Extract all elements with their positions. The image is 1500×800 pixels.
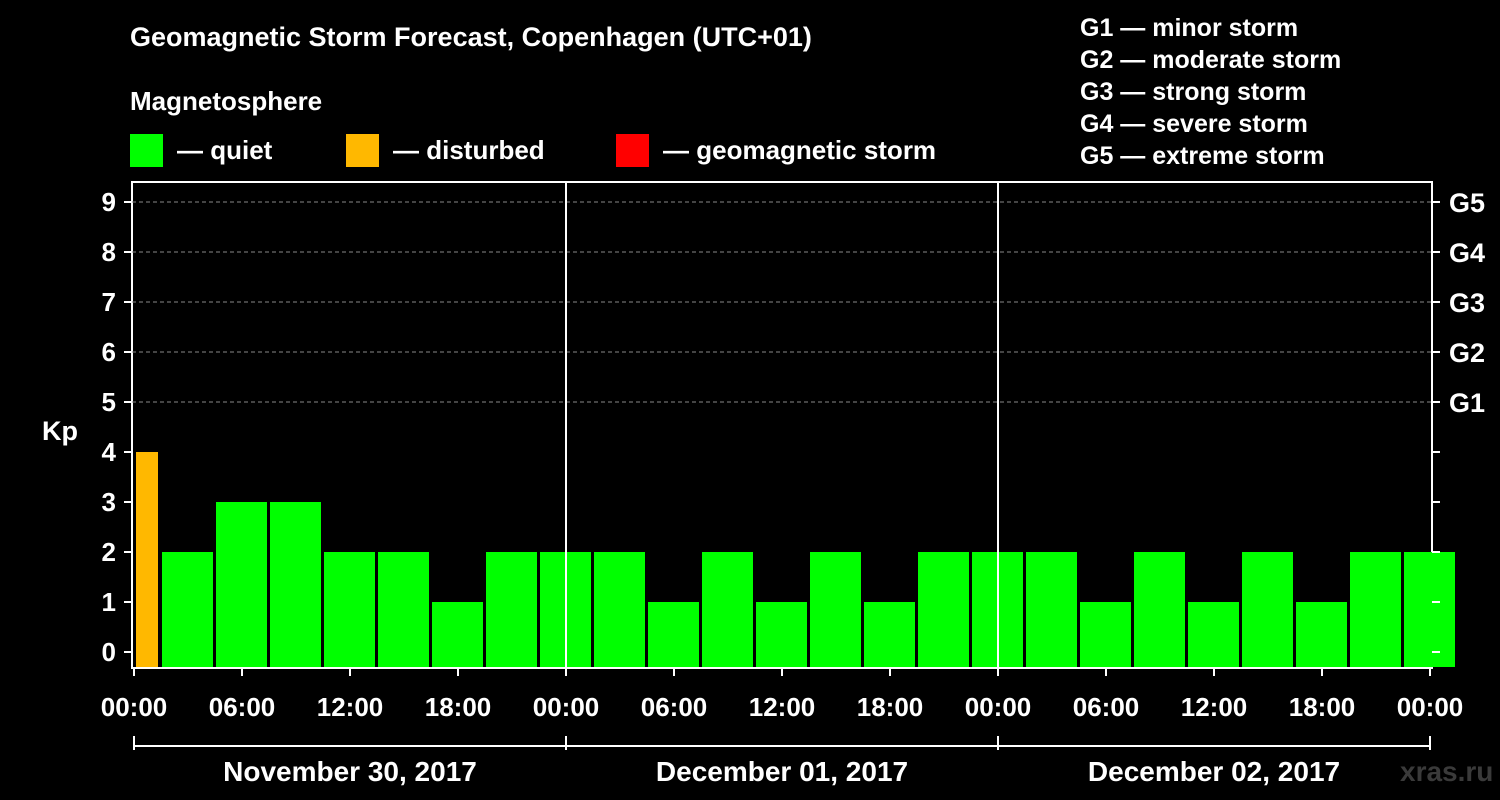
x-tick-label: 00:00 [1397,692,1464,722]
x-tick-label: 00:00 [101,692,168,722]
g-level-label: G3 [1449,288,1485,318]
g-level-label: G5 [1449,188,1485,218]
legend-disturbed: — disturbed [346,133,545,167]
g-level-label: G1 [1449,388,1485,418]
y-tick-label: 7 [102,287,116,317]
kp-bar [648,602,699,667]
kp-bar [756,602,807,667]
day-label: December 01, 2017 [656,756,908,787]
kp-bar [1026,552,1077,667]
y-tick-label: 3 [102,487,116,517]
kp-bar [1080,602,1131,667]
g-scale-item: G2 — moderate storm [1080,46,1342,74]
kp-bar [1350,552,1401,667]
y-tick-label: 9 [102,187,116,217]
legend-storm: — geomagnetic storm [616,133,937,167]
legend-heading: Magnetosphere [130,86,323,116]
y-tick-label: 2 [102,537,116,567]
x-tick-label: 06:00 [641,692,708,722]
x-tick-label: 06:00 [209,692,276,722]
x-tick-label: 00:00 [965,692,1032,722]
kp-bar [486,552,537,667]
storm-swatch [616,133,649,167]
kp-bar [162,552,213,667]
y-axis-label: Kp [42,416,78,446]
kp-bar [1404,552,1455,667]
g-level-label: G2 [1449,338,1485,368]
g-scale-item: G1 — minor storm [1080,14,1299,42]
kp-bar [594,552,645,667]
chart-title: Geomagnetic Storm Forecast, Copenhagen (… [130,22,812,52]
watermark: xras.ru [1400,756,1494,787]
y-tick-label: 6 [102,337,116,367]
g-scale-item: G3 — strong storm [1080,78,1307,106]
kp-bar [136,452,158,667]
day-label: December 02, 2017 [1088,756,1340,787]
kp-bar [216,502,267,667]
kp-bar [810,552,861,667]
y-tick-label: 1 [102,587,116,617]
kp-bar [702,552,753,667]
kp-bar [1134,552,1185,667]
x-tick-label: 06:00 [1073,692,1140,722]
kp-bar [918,552,969,667]
kp-bar [270,502,321,667]
g-level-label: G4 [1449,238,1485,268]
legend-quiet: — quiet [130,133,273,167]
kp-bar [432,602,483,667]
x-tick-label: 12:00 [1181,692,1248,722]
x-tick-label: 12:00 [317,692,384,722]
day-label: November 30, 2017 [223,756,477,787]
g-scale-list: G1 — minor storm G2 — moderate storm G3 … [1080,12,1341,172]
x-tick-label: 18:00 [857,692,924,722]
g-scale-item: G5 — extreme storm [1080,142,1325,170]
kp-bar [324,552,375,667]
y-tick-label: 5 [102,387,116,417]
x-tick-label: 18:00 [425,692,492,722]
legend-quiet-label: — quiet [177,134,273,165]
quiet-swatch [130,133,163,167]
x-tick-label: 00:00 [533,692,600,722]
y-tick-label: 0 [102,637,116,667]
kp-bar [1242,552,1293,667]
legend-disturbed-label: — disturbed [393,134,545,165]
kp-bar [864,602,915,667]
kp-bar [1188,602,1239,667]
legend-storm-label: — geomagnetic storm [663,134,937,165]
y-tick-label: 8 [102,237,116,267]
kp-bar [378,552,429,667]
x-tick-label: 18:00 [1289,692,1356,722]
y-tick-label: 4 [102,437,117,467]
kp-bar [1296,602,1347,667]
x-tick-label: 12:00 [749,692,816,722]
disturbed-swatch [346,133,379,167]
g-scale-item: G4 — severe storm [1080,110,1308,138]
